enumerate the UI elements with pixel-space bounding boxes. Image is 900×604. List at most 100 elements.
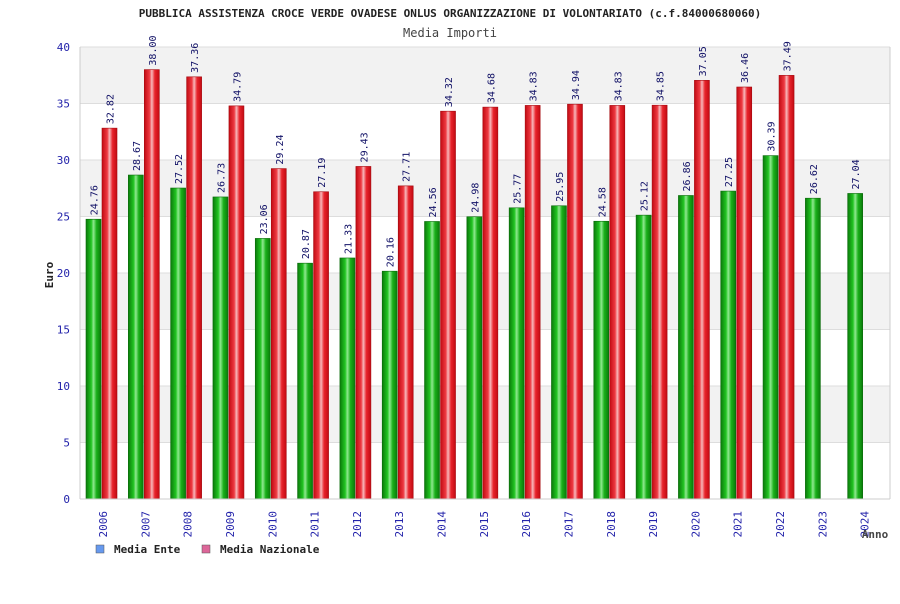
data-label: 20.16 xyxy=(386,237,397,267)
data-label: 29.24 xyxy=(275,134,286,164)
y-axis-label: Euro xyxy=(43,261,56,288)
legend-label-media-ente: Media Ente xyxy=(114,543,181,556)
x-tick-label: 2006 xyxy=(97,511,110,538)
bar-media-nazionale xyxy=(736,86,753,500)
bar-media-nazionale xyxy=(651,104,668,500)
x-tick-label: 2022 xyxy=(774,511,787,538)
bar-media-ente xyxy=(424,221,440,500)
x-tick-label: 2020 xyxy=(689,511,702,538)
x-tick-label: 2007 xyxy=(139,511,152,538)
x-tick-label: 2008 xyxy=(182,511,195,538)
data-label: 26.62 xyxy=(809,164,820,194)
data-label: 34.32 xyxy=(444,77,455,107)
data-label: 27.71 xyxy=(402,152,413,182)
y-tick-label: 40 xyxy=(57,41,70,54)
data-label: 38.00 xyxy=(148,35,159,65)
data-label: 25.95 xyxy=(555,172,566,202)
data-label: 37.05 xyxy=(698,46,709,76)
data-label: 26.73 xyxy=(216,163,227,193)
bar-media-nazionale xyxy=(397,185,414,500)
y-tick-label: 25 xyxy=(57,211,70,224)
bar-media-ente xyxy=(254,238,271,500)
x-tick-label: 2016 xyxy=(520,511,533,538)
data-label: 32.82 xyxy=(106,94,117,124)
data-label: 27.04 xyxy=(851,159,862,189)
data-label: 37.49 xyxy=(783,41,794,71)
data-label: 27.52 xyxy=(174,154,185,184)
bar-media-ente xyxy=(847,193,863,500)
x-tick-label: 2013 xyxy=(393,511,406,538)
bar-media-nazionale xyxy=(694,80,710,500)
x-tick-label: 2024 xyxy=(859,511,872,538)
data-label: 27.25 xyxy=(724,157,735,187)
bar-media-ente xyxy=(85,218,102,500)
data-label: 25.12 xyxy=(640,181,651,211)
bar-media-ente xyxy=(212,196,229,500)
legend-swatch-media-ente xyxy=(95,544,105,554)
bar-media-ente xyxy=(551,205,567,500)
chart-title: PUBBLICA ASSISTENZA CROCE VERDE OVADESE … xyxy=(139,7,762,20)
data-label: 34.79 xyxy=(232,72,243,102)
x-tick-label: 2021 xyxy=(732,511,745,538)
x-tick-label: 2014 xyxy=(436,511,449,538)
chart-subtitle: Media Importi xyxy=(403,26,497,40)
bar-media-ente xyxy=(720,190,737,500)
data-label: 30.39 xyxy=(767,121,778,151)
legend: Media Ente Media Nazionale xyxy=(95,543,320,556)
y-tick-label: 35 xyxy=(57,98,70,111)
x-tick-label: 2019 xyxy=(647,511,660,538)
data-label: 36.46 xyxy=(740,53,751,83)
bar-media-nazionale xyxy=(567,103,583,500)
bar-media-ente xyxy=(805,197,821,500)
bar-media-nazionale xyxy=(313,191,329,500)
data-label: 25.77 xyxy=(513,174,524,204)
data-label: 34.85 xyxy=(656,71,667,101)
data-label: 20.87 xyxy=(301,229,312,259)
legend-swatch-media-nazionale xyxy=(201,544,211,554)
plot-band xyxy=(80,47,890,104)
x-tick-label: 2010 xyxy=(266,511,279,538)
y-tick-label: 5 xyxy=(63,437,70,450)
bar-media-ente xyxy=(170,187,186,500)
x-tick-label: 2009 xyxy=(224,511,237,538)
y-tick-label: 15 xyxy=(57,324,70,337)
data-label: 21.33 xyxy=(343,224,354,254)
bar-media-nazionale xyxy=(355,166,372,500)
data-label: 24.76 xyxy=(90,185,101,215)
data-label: 37.36 xyxy=(190,43,201,73)
y-tick-label: 0 xyxy=(63,493,70,506)
bar-media-nazionale xyxy=(144,69,160,500)
bar-media-ente xyxy=(762,155,779,500)
y-tick-label: 30 xyxy=(57,154,70,167)
bar-media-ente xyxy=(678,195,694,500)
y-tick-label: 10 xyxy=(57,380,70,393)
data-label: 34.94 xyxy=(571,70,582,100)
x-axis-label: Anno xyxy=(862,528,889,541)
bar-media-nazionale xyxy=(440,110,456,500)
x-tick-label: 2017 xyxy=(562,511,575,538)
data-label: 28.67 xyxy=(132,141,143,171)
data-label: 23.06 xyxy=(259,204,270,234)
data-label: 27.19 xyxy=(317,158,328,188)
y-tick-label: 20 xyxy=(57,267,70,280)
bar-media-ente xyxy=(297,262,313,500)
x-tick-label: 2012 xyxy=(351,511,364,538)
data-label: 24.58 xyxy=(597,187,608,217)
x-tick-label: 2015 xyxy=(478,511,491,538)
bar-media-nazionale xyxy=(778,75,795,500)
x-tick-label: 2018 xyxy=(605,511,618,538)
bar-media-ente xyxy=(593,220,610,500)
data-label: 24.98 xyxy=(470,183,481,213)
x-tick-label: 2011 xyxy=(309,511,322,538)
bar-media-nazionale xyxy=(524,105,541,500)
bar-media-ente xyxy=(466,216,483,500)
legend-label-media-nazionale: Media Nazionale xyxy=(220,543,320,556)
bar-media-nazionale xyxy=(270,168,287,500)
data-label: 34.83 xyxy=(613,71,624,101)
bar-media-ente xyxy=(508,207,525,500)
bar-media-nazionale xyxy=(101,127,118,500)
bar-media-nazionale xyxy=(609,105,626,500)
data-label: 29.43 xyxy=(359,132,370,162)
